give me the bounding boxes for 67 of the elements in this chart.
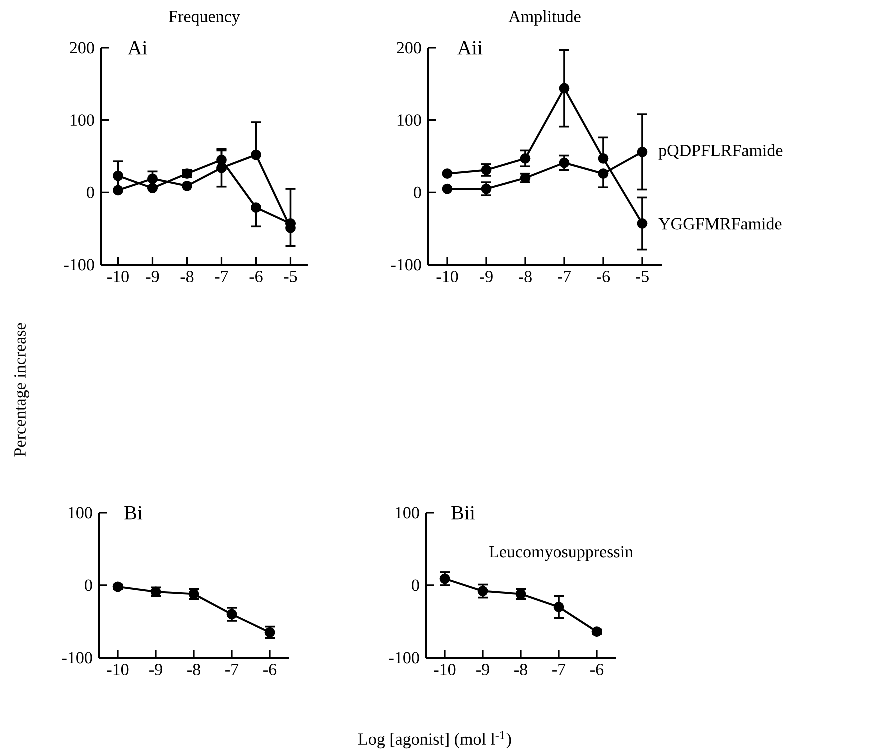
y-tick-label: 0 (87, 186, 94, 198)
point (478, 586, 488, 596)
point (113, 170, 124, 182)
x-axis-title: Log [agonist] (mol l$^{-1}$) (358, 731, 512, 749)
y-tick-label: 200 (70, 42, 94, 54)
x-tick-label: -10 (107, 664, 129, 676)
point (559, 83, 570, 94)
x-tick-label: -9 (146, 271, 160, 282)
x-tick-label: -8 (188, 664, 200, 676)
y-tick-label: -100 (64, 259, 94, 271)
x-tick-label: -7 (226, 664, 239, 676)
x-tick-label: -9 (150, 664, 162, 676)
y-tick-label: 200 (397, 42, 422, 54)
point (442, 168, 453, 180)
annotation: Aii (458, 41, 483, 55)
y-axis-title: Percentage increase (14, 323, 30, 457)
x-tick-label: -6 (590, 664, 604, 676)
y-tick-label: 0 (85, 580, 92, 592)
annotation: Bii (452, 506, 476, 520)
point (637, 146, 648, 158)
x-tick-label: -6 (250, 271, 263, 282)
x-tick-label: -10 (434, 664, 456, 676)
series-label: pQDPFLRFamide (658, 144, 783, 160)
y-tick-label: 0 (414, 186, 422, 198)
point (113, 185, 124, 196)
y-tick-label: 100 (68, 507, 92, 519)
x-tick-label: -8 (180, 271, 194, 283)
point (598, 153, 609, 164)
y-tick-label: -100 (391, 259, 422, 271)
series-label: YGGFMRFamide (658, 218, 782, 230)
point (182, 180, 192, 192)
x-tick-label: -9 (480, 271, 493, 282)
y-tick-label: -100 (389, 652, 420, 664)
x-tick-label: -10 (436, 271, 458, 283)
x-tick-label: -9 (476, 664, 490, 676)
point (520, 153, 531, 164)
point (554, 602, 564, 612)
y-tick-label: 100 (398, 114, 422, 126)
chart-title: Amplitude (508, 10, 581, 26)
point (598, 168, 609, 180)
x-tick-label: -7 (215, 271, 228, 282)
point (592, 626, 602, 638)
point (637, 218, 648, 229)
chart-title: Frequency (169, 11, 240, 26)
x-tick-label: -10 (108, 271, 129, 283)
x-tick-label: -6 (264, 664, 277, 676)
annotation: Bi (124, 506, 143, 520)
x-tick-label: -8 (514, 664, 528, 676)
point (148, 174, 158, 184)
point (216, 162, 227, 174)
x-tick-label: -6 (597, 271, 610, 282)
point (148, 183, 158, 194)
point (251, 150, 262, 160)
annotation: Ai (128, 41, 148, 55)
y-tick-label: -100 (62, 652, 92, 664)
y-tick-label: 100 (396, 507, 420, 519)
series-label: Leucomyosuppressin (490, 546, 634, 562)
x-tick-label: -7 (558, 271, 572, 282)
x-tick-label: -5 (284, 271, 298, 282)
x-tick-label: -5 (636, 271, 649, 282)
point (251, 202, 262, 214)
point (442, 184, 453, 194)
y-tick-label: 100 (70, 114, 94, 126)
x-tick-label: -7 (552, 664, 566, 676)
y-tick-label: 0 (412, 580, 420, 592)
x-tick-label: -8 (519, 271, 532, 283)
point (559, 158, 570, 168)
